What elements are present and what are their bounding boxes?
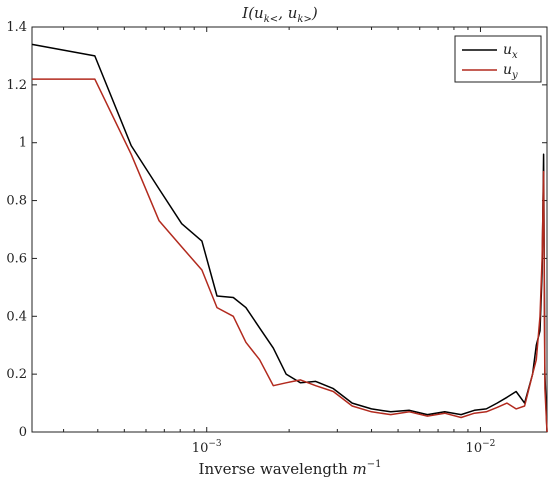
series-group bbox=[31, 43, 548, 433]
y-tick-label: 0.8 bbox=[6, 194, 27, 209]
x-axis: 10−3 10−2 bbox=[63, 27, 496, 456]
y-tick-label: 1.2 bbox=[6, 78, 27, 93]
legend: ux uy bbox=[454, 35, 542, 83]
y-tick-label: 1 bbox=[19, 136, 27, 151]
chart-title: I(uk<, uk>) bbox=[241, 4, 318, 25]
y-tick-label: 0.2 bbox=[6, 367, 27, 382]
legend-label-ux: ux bbox=[503, 42, 518, 61]
y-tick-label: 0.4 bbox=[6, 309, 27, 324]
x-axis-label: Inverse wavelength m−1 bbox=[199, 459, 382, 478]
series-line-ux bbox=[31, 43, 548, 433]
y-tick-label: 0 bbox=[19, 425, 27, 440]
x-tick-label: 10−2 bbox=[466, 439, 496, 456]
y-tick-label: 1.4 bbox=[6, 20, 27, 35]
x-tick-label: 10−3 bbox=[192, 439, 222, 456]
plot-area bbox=[31, 26, 548, 433]
series-line-uy bbox=[32, 78, 548, 433]
legend-box bbox=[454, 35, 542, 83]
legend-label-uy: uy bbox=[503, 62, 518, 81]
y-axis: 0 0.2 0.4 0.6 0.8 1 1.2 1.4 bbox=[6, 20, 547, 440]
y-tick-label: 0.6 bbox=[6, 251, 27, 266]
